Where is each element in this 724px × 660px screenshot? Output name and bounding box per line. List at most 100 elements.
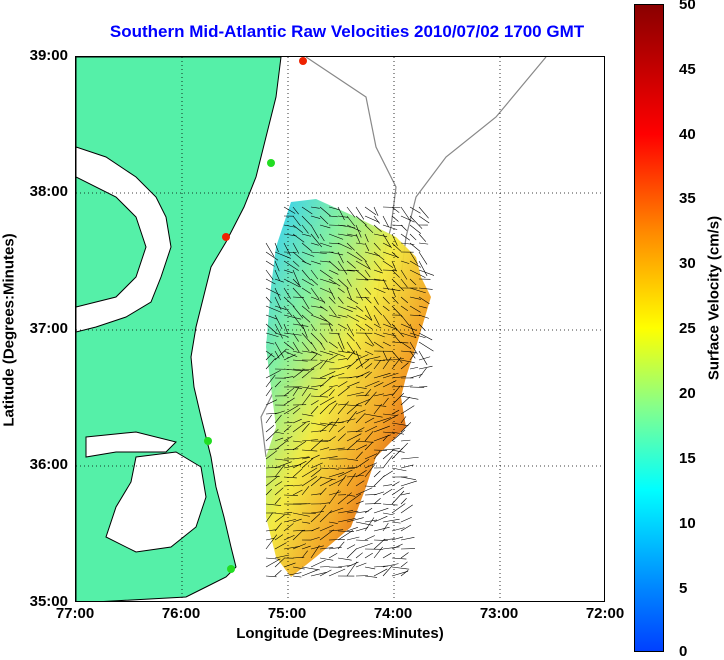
velocity-arrow [401,553,409,558]
velocity-arrow [374,498,381,504]
lat-tick-label: 36:00 [8,456,68,473]
velocity-arrow [410,243,420,251]
velocity-arrow [347,562,357,576]
velocity-arrow [365,503,381,504]
station-marker-5 [227,565,235,573]
velocity-arrow [374,516,387,522]
velocity-arrow [266,387,272,396]
velocity-arrow [365,567,375,569]
colorbar-tick-label: 20 [679,385,696,402]
velocity-arrow [383,519,400,522]
velocity-arrow [392,567,409,569]
velocity-arrow [302,567,320,570]
velocity-arrow [374,547,383,558]
station-marker-3 [222,233,230,241]
velocity-arrow [365,486,376,487]
y-axis-label: Latitude (Degrees:Minutes) [1,233,18,426]
velocity-arrow [401,498,407,504]
velocity-arrow [383,513,393,515]
velocity-arrow [383,489,392,495]
velocity-arrow [347,562,358,567]
colorbar-tick-label: 10 [679,515,696,532]
colorbar-tick-label: 45 [679,61,696,78]
velocity-arrow [401,396,418,399]
velocity-arrow [401,207,411,222]
velocity-arrow [329,553,337,558]
colorbar-tick-label: 30 [679,255,696,272]
velocity-arrow [401,517,412,522]
velocity-arrow [401,397,410,405]
velocity-arrow [392,558,406,559]
colorbar [634,4,664,652]
lon-tick-label: 72:00 [575,605,635,622]
velocity-arrow [383,449,400,450]
velocity-arrow [401,505,413,513]
velocity-arrow [419,252,427,264]
colorbar-tick-label: 25 [679,320,696,337]
velocity-arrow [410,225,421,234]
x-axis-label: Longitude (Degrees:Minutes) [75,625,605,642]
map-canvas [76,57,605,602]
velocity-arrow [383,485,392,486]
velocity-arrow [374,569,387,576]
velocity-arrow [401,225,407,231]
colorbar-tick-label: 5 [679,580,687,597]
velocity-arrow [347,537,359,540]
velocity-arrow [347,549,356,558]
velocity-arrow [365,576,377,577]
colorbar-tick-label: 0 [679,643,687,660]
velocity-arrow [383,471,393,477]
velocity-arrow [383,547,400,549]
velocity-arrow [392,482,399,486]
colorbar-tick-label: 15 [679,450,696,467]
velocity-arrow [374,471,380,477]
velocity-arrow [419,234,426,242]
lat-tick-label: 38:00 [8,183,68,200]
velocity-arrow [401,493,410,495]
velocity-arrow [266,261,274,266]
velocity-arrow [401,537,414,540]
velocity-arrow [374,216,380,224]
velocity-arrow [383,553,391,558]
velocity-arrow [356,540,368,541]
velocity-arrow [392,522,401,523]
velocity-arrow [347,545,355,549]
velocity-arrow [392,571,408,576]
velocity-arrow [401,562,407,567]
velocity-arrow [365,216,379,222]
velocity-arrow [383,504,398,505]
velocity-arrow [419,357,430,360]
velocity-arrow [374,527,390,531]
velocity-arrow [392,450,405,452]
velocity-arrow [392,448,403,459]
velocity-arrow [365,553,373,558]
velocity-arrow [365,508,372,513]
colorbar-tick-label: 35 [679,190,696,207]
velocity-arrow [410,234,416,240]
velocity-arrow [275,570,281,576]
velocity-arrow [356,553,363,558]
velocity-arrow [401,477,416,480]
velocity-arrow [311,560,326,567]
velocity-arrow [419,243,428,244]
velocity-arrow [419,207,429,218]
station-marker-2 [267,159,275,167]
velocity-arrow [374,492,384,495]
lon-tick-label: 73:00 [469,605,529,622]
velocity-arrow [356,543,373,549]
velocity-arrow [266,415,272,423]
map-title: Southern Mid-Atlantic Raw Velocities 201… [62,22,632,42]
velocity-arrow [383,450,393,459]
velocity-arrow [392,216,398,221]
velocity-arrow [401,481,417,486]
velocity-arrow [320,570,331,576]
velocity-arrow [383,523,388,531]
velocity-arrow [356,563,366,567]
velocity-arrow [419,342,433,351]
lon-tick-label: 76:00 [151,605,211,622]
velocity-arrow [401,440,410,441]
station-marker-4 [204,437,212,445]
colorbar-tick-label: 50 [679,0,696,13]
velocity-arrow [338,542,344,549]
velocity-arrow [383,564,398,567]
